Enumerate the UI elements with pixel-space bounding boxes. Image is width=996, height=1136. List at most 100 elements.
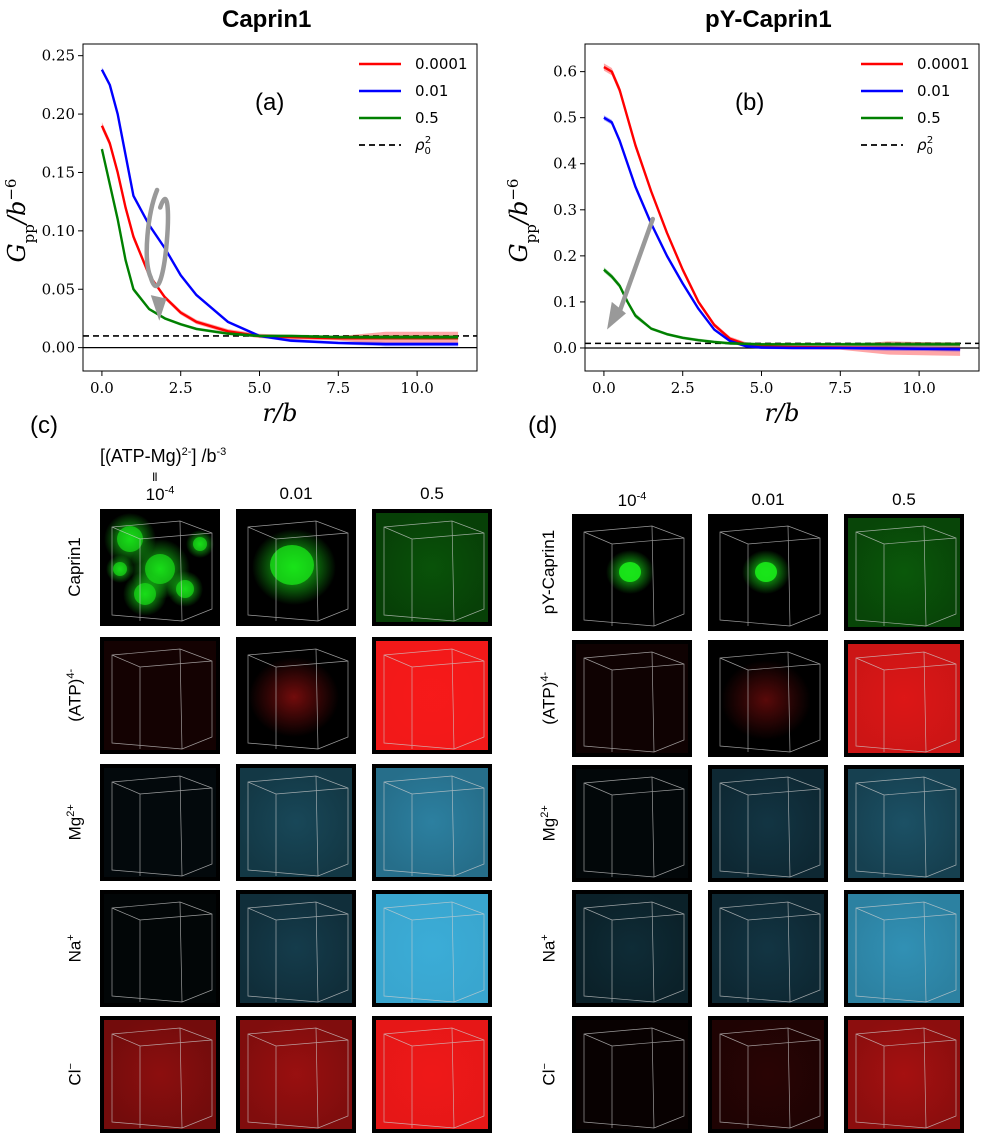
left-tile [372, 637, 492, 754]
density-blob [249, 657, 339, 737]
density-glow [844, 890, 964, 1006]
density-glow [708, 890, 828, 1006]
right-row-label: (ATP)4- [538, 671, 559, 725]
box-wireframe [583, 776, 685, 878]
density-glow [844, 640, 964, 756]
density-fill [576, 1020, 688, 1129]
title-caprin1: Caprin1 [222, 6, 312, 33]
series-line-0.5 [603, 268, 961, 346]
legend-label-0.5: 0.5 [917, 109, 941, 127]
left-tile [100, 637, 220, 754]
density-core [755, 562, 777, 582]
right-tile [844, 640, 964, 757]
legend-label-0.01: 0.01 [917, 82, 950, 100]
right-column-label: 0.01 [751, 490, 785, 509]
density-glow [236, 764, 356, 880]
box-wireframe [111, 648, 213, 750]
density-glow [844, 1016, 964, 1132]
panel-label-d: (d) [528, 412, 558, 439]
left-tile [236, 509, 356, 626]
left-row-label: Mg2+ [64, 804, 85, 841]
title-py-caprin1: pY-Caprin1 [705, 6, 832, 33]
x-tick-label: 2.5 [671, 379, 695, 397]
box-wireframe [719, 776, 821, 878]
left-column-label: 0.5 [420, 484, 444, 503]
arrow-annotation [144, 187, 171, 289]
left-tile [100, 1016, 220, 1133]
right-tile [572, 1016, 692, 1133]
box-wireframe [583, 525, 685, 627]
y-tick-label: 0.5 [553, 109, 577, 127]
x-tick-label: 0.0 [592, 379, 616, 397]
y-tick-label: 0.1 [553, 293, 577, 311]
legend-label-rho: ρ02 [415, 135, 431, 157]
right-tile [844, 1016, 964, 1133]
density-core [113, 562, 127, 576]
box-wireframe [383, 901, 485, 1003]
right-tile [844, 514, 964, 631]
left-tile [100, 509, 220, 626]
x-tick-label: 10.0 [400, 379, 433, 397]
right-tile [572, 890, 692, 1007]
x-axis-label: r/b [765, 399, 800, 427]
equals-mark: II [152, 470, 158, 484]
density-core [117, 526, 143, 552]
series-line-0.5 [100, 148, 459, 339]
box-wireframe [247, 520, 349, 622]
density-glow [572, 890, 692, 1006]
right-tile [572, 765, 692, 882]
density-glow [372, 764, 492, 880]
left-row-label: (ATP)4- [64, 668, 85, 722]
chart-a: 0.0 2.5 5.0 7.5 10.00.000.050.100.150.200.25… [2, 43, 980, 427]
left-tile [372, 890, 492, 1007]
y-axis-label: Gpp/b−6 [504, 179, 540, 263]
right-tile [844, 765, 964, 882]
density-core [193, 537, 207, 551]
plot-frame [82, 43, 478, 372]
density-fill [576, 769, 688, 878]
right-column-label: 10-4 [617, 490, 647, 510]
x-axis-label: r/b [263, 399, 298, 427]
panel-label-a: (a) [255, 89, 284, 116]
right-row-label: Cl− [538, 1063, 559, 1086]
right-tile [572, 514, 692, 631]
box-wireframe [111, 1027, 213, 1129]
box-wireframe [247, 648, 349, 750]
box-wireframe [855, 776, 957, 878]
density-blob [721, 660, 811, 740]
density-core [134, 583, 156, 605]
density-core [176, 580, 194, 598]
concentration-header: [(ATP-Mg)2-] /b-3 [100, 446, 227, 466]
x-tick-label: 0.0 [90, 379, 114, 397]
y-tick-label: 0.4 [553, 155, 577, 173]
density-glow [236, 1016, 356, 1132]
density-fill [576, 644, 688, 753]
y-tick-label: 0.15 [42, 163, 75, 181]
left-tile [100, 764, 220, 881]
arrow-annotation [615, 216, 656, 318]
plot-frame [584, 43, 980, 372]
y-tick-label: 0.2 [553, 247, 577, 265]
y-tick-label: 0.00 [42, 339, 75, 357]
right-column-label: 0.5 [892, 490, 916, 509]
series-line-0.01 [100, 69, 459, 346]
left-tile [236, 637, 356, 754]
right-row-label: Mg2+ [538, 805, 559, 842]
density-glow [236, 890, 356, 1006]
density-glow [372, 637, 492, 753]
box-wireframe [111, 775, 213, 877]
y-tick-label: 0.0 [553, 339, 577, 357]
box-wireframe [247, 901, 349, 1003]
x-tick-label: 7.5 [828, 379, 852, 397]
box-wireframe [719, 1027, 821, 1129]
box-wireframe [247, 1027, 349, 1129]
y-tick-label: 0.3 [553, 201, 577, 219]
density-glow [844, 514, 964, 630]
x-tick-label: 2.5 [169, 379, 193, 397]
box-wireframe [583, 651, 685, 753]
density-glow [100, 1016, 220, 1132]
right-tile [844, 890, 964, 1007]
legend-label-0.0001: 0.0001 [917, 55, 970, 73]
left-tile [236, 764, 356, 881]
box-wireframe [583, 1027, 685, 1129]
